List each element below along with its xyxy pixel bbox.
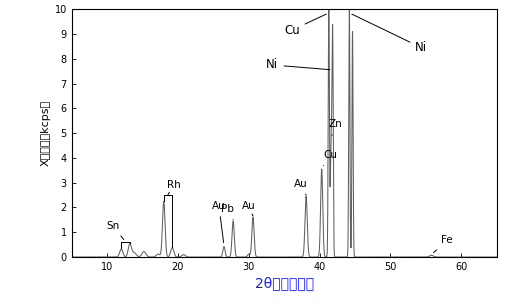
Text: Zn: Zn	[328, 119, 342, 135]
X-axis label: 2θ　（角度）: 2θ （角度）	[254, 276, 314, 290]
Y-axis label: X線強度（kcps）: X線強度（kcps）	[40, 100, 50, 166]
Text: Au: Au	[212, 201, 226, 243]
Text: Au: Au	[293, 179, 307, 195]
Text: Pb: Pb	[221, 204, 234, 220]
Text: Au: Au	[242, 201, 255, 216]
Text: Fe: Fe	[434, 235, 453, 253]
Text: Sn: Sn	[106, 221, 124, 240]
Text: Ni: Ni	[266, 58, 330, 71]
Text: Ni: Ni	[352, 14, 428, 54]
Text: Rh: Rh	[167, 180, 181, 195]
Text: Cu: Cu	[324, 150, 338, 166]
Text: Cu: Cu	[284, 14, 326, 37]
